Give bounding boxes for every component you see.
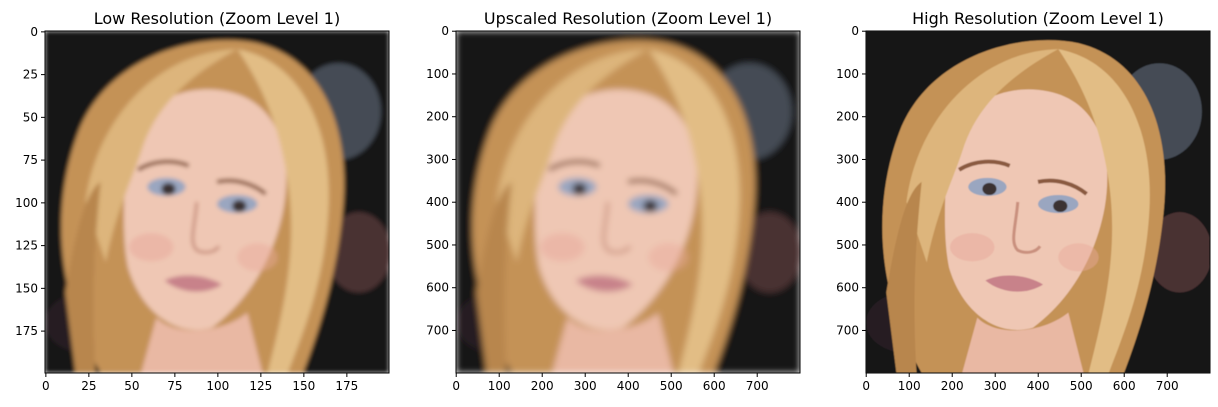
y-tick-label: 400 — [836, 195, 859, 209]
x-tick-label: 0 — [862, 379, 870, 393]
axes-frame — [44, 30, 390, 374]
y-tick-label: 600 — [426, 281, 449, 295]
y-tick-label: 50 — [23, 110, 38, 124]
x-tick-label: 400 — [1027, 379, 1050, 393]
y-tick-label: 150 — [15, 281, 38, 295]
y-tick-label: 600 — [836, 281, 859, 295]
y-tick-label: 200 — [426, 110, 449, 124]
y-tick-label: 175 — [15, 324, 38, 338]
y-tick-label: 100 — [15, 196, 38, 210]
x-tick-label: 75 — [167, 379, 182, 393]
y-tick-label: 200 — [836, 110, 859, 124]
y-tick-label: 500 — [836, 238, 859, 252]
x-tick-label: 100 — [206, 379, 229, 393]
y-tick-label: 0 — [441, 24, 449, 38]
y-tick-label: 100 — [426, 67, 449, 81]
panel-upscaled-resolution: Upscaled Resolution (Zoom Level 1) 0 100 2… — [426, 9, 802, 393]
y-tick-label: 400 — [426, 195, 449, 209]
x-tick-label: 50 — [124, 379, 139, 393]
y-axis-ticks: 0 100 200 300 400 500 600 700 — [836, 24, 866, 337]
x-axis-ticks: 0 100 200 300 400 500 600 700 — [452, 373, 769, 393]
x-tick-label: 700 — [1156, 379, 1179, 393]
panel-high-resolution: High Resolution (Zoom Level 1) 0 100 200 30… — [836, 9, 1212, 393]
x-tick-label: 500 — [660, 379, 683, 393]
x-tick-label: 100 — [898, 379, 921, 393]
x-tick-label: 600 — [703, 379, 726, 393]
y-tick-label: 500 — [426, 238, 449, 252]
y-tick-label: 25 — [23, 68, 38, 82]
y-axis-ticks: 0 100 200 300 400 500 600 700 — [426, 24, 456, 337]
x-tick-label: 700 — [746, 379, 769, 393]
y-tick-label: 75 — [23, 153, 38, 167]
x-tick-label: 300 — [984, 379, 1007, 393]
image-low-resolution — [45, 31, 391, 373]
panel-title: Upscaled Resolution (Zoom Level 1) — [484, 9, 772, 28]
panel-low-resolution: Low Resolution (Zoom Level 1) 0 25 50 75 100… — [15, 9, 391, 393]
y-tick-label: 0 — [851, 24, 859, 38]
y-tick-label: 300 — [836, 152, 859, 166]
x-axis-ticks: 0 100 200 300 400 500 600 700 — [862, 373, 1179, 393]
x-tick-label: 400 — [617, 379, 640, 393]
x-tick-label: 200 — [941, 379, 964, 393]
y-tick-label: 125 — [15, 239, 38, 253]
x-tick-label: 200 — [531, 379, 554, 393]
y-tick-label: 0 — [30, 25, 38, 39]
x-tick-label: 175 — [335, 379, 358, 393]
y-tick-label: 300 — [426, 152, 449, 166]
panel-title: High Resolution (Zoom Level 1) — [912, 9, 1164, 28]
x-tick-label: 500 — [1070, 379, 1093, 393]
x-tick-label: 0 — [452, 379, 460, 393]
x-tick-label: 150 — [292, 379, 315, 393]
y-axis-ticks: 0 25 50 75 100 125 150 175 — [15, 25, 45, 338]
panel-title: Low Resolution (Zoom Level 1) — [94, 9, 340, 28]
x-tick-label: 300 — [574, 379, 597, 393]
y-tick-label: 100 — [836, 67, 859, 81]
x-tick-label: 0 — [42, 379, 50, 393]
image-upscaled-resolution — [456, 31, 802, 373]
x-tick-label: 125 — [249, 379, 272, 393]
y-tick-label: 700 — [836, 323, 859, 337]
x-tick-label: 600 — [1113, 379, 1136, 393]
y-tick-label: 700 — [426, 323, 449, 337]
x-tick-label: 100 — [488, 379, 511, 393]
x-tick-label: 25 — [81, 379, 96, 393]
x-axis-ticks: 0 25 50 75 100 125 150 175 — [42, 373, 358, 393]
image-high-resolution — [866, 31, 1212, 373]
